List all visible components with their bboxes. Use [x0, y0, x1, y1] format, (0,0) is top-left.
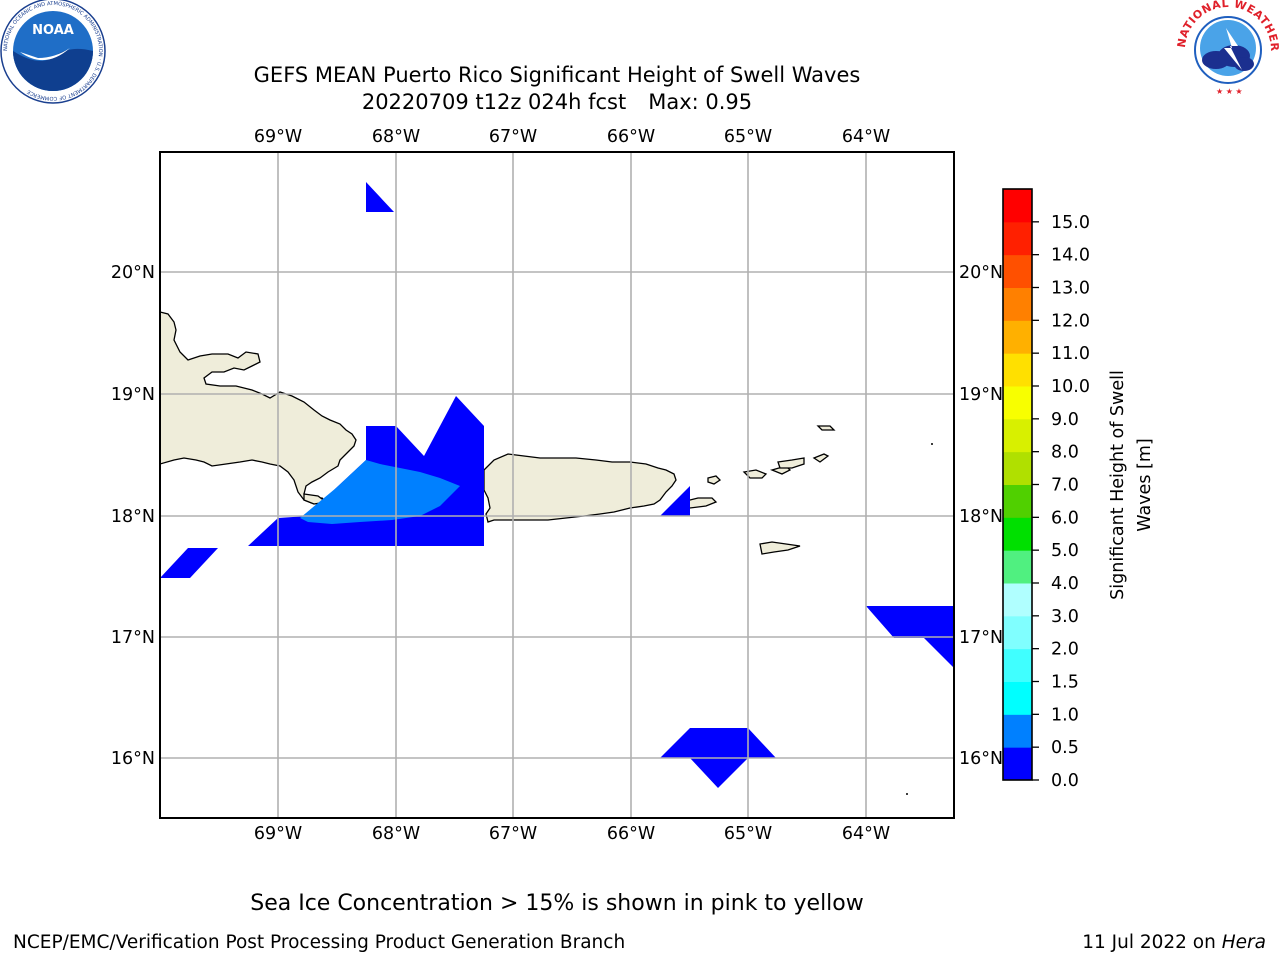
lon-label: 67°W [489, 824, 537, 844]
colorbar-tick-label: 13.0 [1051, 279, 1090, 299]
st-croix-land [759, 541, 801, 555]
colorbar-tick-label: 1.0 [1051, 705, 1079, 725]
lon-label: 68°W [372, 824, 420, 844]
anegada-land [816, 425, 836, 431]
noaa-logo-text: NOAA [32, 23, 74, 38]
colorbar-tick-label: 4.0 [1051, 574, 1079, 594]
colorbar-tick-label: 8.0 [1051, 443, 1079, 463]
colorbar: 0.0 0.5 1.0 1.5 2.0 3.0 4.0 5.0 6.0 7.0 8.0 9.0 10.0… [1002, 188, 1090, 791]
graticule [160, 152, 954, 818]
colorbar-label-line2: Waves [m] [1135, 438, 1155, 531]
lon-label: 67°W [489, 127, 537, 147]
colorbar-tick-label: 3.0 [1051, 607, 1079, 627]
lat-label: 16°N [111, 749, 155, 769]
lon-labels-top: 69°W 68°W 67°W 66°W 65°W 64°W [254, 127, 890, 147]
lat-label: 20°N [111, 263, 155, 283]
colorbar-segment [1003, 714, 1032, 748]
lat-label: 19°N [111, 385, 155, 405]
lat-label: 17°N [111, 628, 155, 648]
map-subtitle: 20220709 t12z 024h fcst Max: 0.95 [160, 89, 954, 115]
max-value: Max: 0.95 [648, 90, 753, 114]
sea-ice-note: Sea Ice Concentration > 15% is shown in … [250, 891, 864, 916]
colorbar-tick-label: 7.0 [1051, 476, 1079, 496]
colorbar-segment [1003, 747, 1032, 781]
lon-label: 64°W [842, 824, 890, 844]
lon-label: 69°W [254, 824, 302, 844]
map-title: GEFS MEAN Puerto Rico Significant Height… [253, 63, 861, 87]
colorbar-segment [1003, 550, 1032, 584]
colorbar-tick-label: 9.0 [1051, 410, 1079, 430]
hispaniola-land [160, 311, 357, 505]
colorbar-segment [1003, 615, 1032, 650]
footer-date: 11 Jul 2022 on Hera [1082, 932, 1266, 954]
lon-labels-bottom: 69°W 68°W 67°W 66°W 65°W 64°W [254, 824, 890, 844]
lon-label: 68°W [372, 127, 420, 147]
map-frame [159, 151, 955, 819]
colorbar-tick-label: 6.0 [1051, 508, 1079, 528]
lat-label: 17°N [959, 628, 1003, 648]
forecast-run: 20220709 t12z 024h fcst [361, 90, 627, 114]
colorbar-segment [1003, 221, 1032, 256]
lon-label: 65°W [724, 127, 772, 147]
colorbar-label-line1: Significant Height of Swell [1108, 370, 1128, 600]
colorbar-segment [1003, 386, 1032, 420]
svg-text:★ ★ ★: ★ ★ ★ [1216, 87, 1243, 96]
lat-label: 20°N [959, 263, 1003, 283]
colorbar-segment [1003, 418, 1032, 453]
colorbar-tick-label: 5.0 [1051, 541, 1079, 561]
colorbar-segment [1003, 451, 1032, 485]
colorbar-segment [1003, 681, 1032, 715]
lon-label: 66°W [607, 824, 655, 844]
colorbar-segment [1003, 583, 1032, 617]
lon-label: 65°W [724, 824, 772, 844]
lon-label: 66°W [607, 127, 655, 147]
colorbar-tick-label: 2.0 [1051, 640, 1079, 660]
colorbar-tick-label: 0.0 [1051, 771, 1079, 791]
colorbar-tick-label: 15.0 [1051, 213, 1090, 233]
colorbar-segment [1003, 287, 1032, 321]
colorbar-tick-label: 1.5 [1051, 673, 1079, 693]
colorbar-tick-label: 0.5 [1051, 738, 1079, 758]
nws-logo: NATIONAL WEATHER SERVICE ★ ★ ★ [1176, 0, 1280, 100]
colorbar-segment [1003, 517, 1032, 551]
swell-contour-north [366, 182, 394, 212]
lat-label: 19°N [959, 385, 1003, 405]
colorbar-tick-label: 10.0 [1051, 377, 1090, 397]
colorbar-tick-label: 12.0 [1051, 311, 1090, 331]
lat-labels-right: 20°N 19°N 18°N 17°N 16°N [959, 263, 1003, 769]
lat-label: 18°N [959, 507, 1003, 527]
footer-system: Hera [1221, 932, 1266, 953]
colorbar-segment [1003, 648, 1032, 682]
swell-contour-southwest [160, 548, 218, 578]
st-thomas-land [742, 469, 768, 479]
lat-labels-left: 20°N 19°N 18°N 17°N 16°N [111, 263, 155, 769]
culebra-land [707, 475, 722, 485]
noaa-logo: NATIONAL OCEANIC AND ATMOSPHERIC ADMINIS… [0, 0, 106, 104]
colorbar-segment [1003, 320, 1032, 354]
colorbar-segment [1003, 353, 1032, 387]
colorbar-segment [1003, 189, 1032, 223]
lat-label: 18°N [111, 507, 155, 527]
swell-contour-east-pr [660, 486, 690, 516]
lon-label: 64°W [842, 127, 890, 147]
puerto-rico-land [483, 453, 677, 523]
colorbar-tick-label: 11.0 [1051, 344, 1090, 364]
colorbar-segment [1003, 484, 1032, 518]
swell-contour-mona-passage-high [300, 460, 460, 524]
footer-date-text: 11 Jul 2022 on [1082, 932, 1216, 953]
land-layer [160, 311, 836, 555]
colorbar-tick-label: 14.0 [1051, 246, 1090, 266]
footer-branch: NCEP/EMC/Verification Post Processing Pr… [13, 932, 626, 953]
lon-label: 69°W [254, 127, 302, 147]
colorbar-segment [1003, 254, 1032, 288]
lat-label: 16°N [959, 749, 1003, 769]
